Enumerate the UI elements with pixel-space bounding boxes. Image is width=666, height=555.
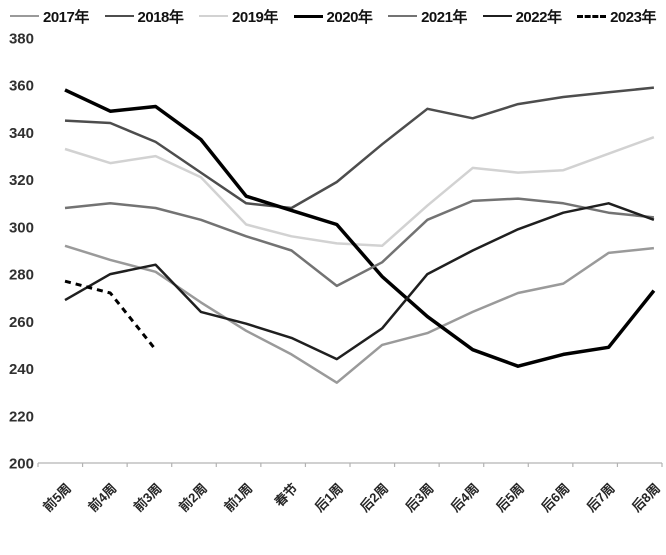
- legend-label: 2018年: [137, 8, 184, 26]
- legend-line-swatch: [199, 15, 229, 17]
- x-axis-category-label: 后7周: [584, 481, 618, 515]
- x-axis-category-label: 后1周: [312, 481, 346, 515]
- legend-label: 2019年: [232, 8, 278, 26]
- y-axis-tick-label: 300: [9, 219, 34, 236]
- legend-line-swatch: [104, 15, 134, 17]
- legend-line-swatch: [293, 14, 323, 18]
- legend-item-2021: 2021年: [388, 6, 467, 27]
- legend-line-swatch: [388, 15, 418, 17]
- x-axis-category-label: 后2周: [357, 481, 391, 515]
- x-axis-category-label: 前4周: [85, 481, 119, 515]
- x-axis-category-label: 春节: [271, 481, 301, 511]
- y-axis-tick-label: 340: [9, 125, 34, 142]
- y-axis-tick-label: 240: [9, 361, 34, 378]
- legend-item-2022: 2022年: [482, 6, 562, 27]
- series-line-2021: [64, 197, 655, 288]
- x-axis-category-label: 前1周: [221, 481, 255, 515]
- y-axis-tick-label: 360: [9, 78, 34, 95]
- y-axis-tick-label: 380: [9, 31, 34, 48]
- series-line-2023: [64, 279, 157, 351]
- x-axis-category-label: 后8周: [629, 481, 663, 515]
- y-axis-tick-label: 320: [9, 172, 34, 189]
- series-line-2018: [64, 86, 655, 210]
- series-line-2022: [64, 202, 655, 361]
- legend-item-2019: 2019年: [199, 6, 278, 27]
- x-axis-category-label: 后3周: [402, 481, 436, 515]
- legend-item-2017: 2017年: [10, 6, 89, 27]
- legend-label: 2022年: [515, 8, 562, 26]
- legend-line-swatch: [577, 14, 607, 18]
- y-axis-tick-label: 200: [9, 456, 34, 473]
- y-axis-tick-label: 220: [9, 408, 34, 425]
- legend-item-2020: 2020年: [293, 6, 373, 27]
- x-axis-category-label: 前2周: [176, 481, 210, 515]
- x-axis-category-label: 前5周: [40, 481, 74, 515]
- series-line-2019: [64, 136, 655, 248]
- legend-item-2018: 2018年: [104, 6, 184, 27]
- legend-line-swatch: [482, 15, 512, 17]
- legend-label: 2017年: [43, 8, 89, 26]
- legend-label: 2020年: [326, 8, 373, 26]
- x-axis-category-label: 后6周: [538, 481, 572, 515]
- series-line-2017: [64, 244, 655, 384]
- series-line-2020: [64, 88, 656, 368]
- legend-item-2023: 2023年: [577, 6, 656, 27]
- x-axis-category-label: 后4周: [448, 481, 482, 515]
- y-axis-tick-label: 280: [9, 267, 34, 284]
- legend-label: 2023年: [610, 8, 656, 26]
- legend-label: 2021年: [421, 8, 467, 26]
- legend: 2017年 2018年 2019年 2020年 2021年 2022年 2023年: [0, 4, 666, 28]
- x-axis-category-label: 后5周: [493, 481, 527, 515]
- x-axis-category-label: 前3周: [131, 481, 165, 515]
- legend-line-swatch: [10, 15, 39, 17]
- y-axis-tick-label: 260: [9, 314, 34, 331]
